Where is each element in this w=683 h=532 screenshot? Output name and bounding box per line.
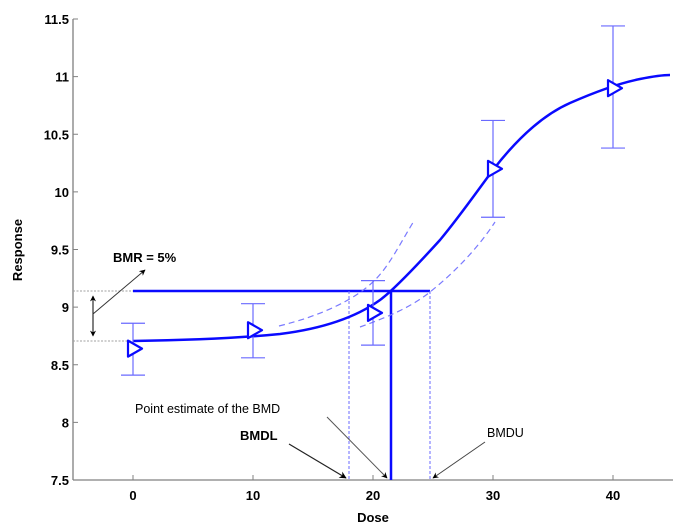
x-tick-label: 20 [366, 488, 380, 503]
y-tick-label: 10 [55, 185, 69, 200]
y-tick-label: 11 [55, 70, 69, 85]
data-point [361, 280, 385, 346]
data-points [121, 25, 625, 376]
y-tick-label: 10.5 [44, 127, 69, 142]
bmdl-arrow [288, 443, 347, 479]
x-tick-label: 10 [246, 488, 260, 503]
fitted-curve [132, 73, 671, 343]
y-tick-label: 11.5 [44, 12, 69, 27]
axes: 7.5 8 8.5 9 9.5 10 10.5 11 11.5 0 10 20 30 40 [44, 12, 673, 503]
triangle-marker-icon [126, 339, 144, 358]
bmd-point-estimate-label: Point estimate of the BMD [135, 402, 280, 416]
y-tick-label: 8 [62, 415, 69, 430]
bmr-label-arrow [92, 269, 146, 315]
bmd-arrow [326, 416, 388, 479]
bmdu-label: BMDU [487, 426, 524, 440]
triangle-marker-icon [606, 79, 624, 98]
data-point [121, 322, 145, 376]
bmdl-label: BMDL [240, 428, 278, 443]
triangle-marker-icon [486, 159, 504, 178]
triangle-marker-icon [246, 321, 264, 340]
y-tick-label: 7.5 [51, 473, 69, 488]
data-point [241, 303, 265, 359]
y-tick-label: 9 [62, 300, 69, 315]
data-point [481, 119, 505, 218]
y-tick-label: 9.5 [51, 243, 69, 258]
bmr-guides [73, 290, 133, 342]
bmr-label: BMR = 5% [113, 250, 177, 265]
y-ticks: 7.5 8 8.5 9 9.5 10 10.5 11 11.5 [44, 12, 78, 488]
x-tick-label: 30 [486, 488, 500, 503]
y-axis-label: Response [10, 219, 25, 281]
y-tick-label: 8.5 [51, 358, 69, 373]
bmdu-arrow [432, 441, 486, 479]
x-tick-label: 0 [129, 488, 136, 503]
data-point [601, 25, 625, 149]
x-tick-label: 40 [606, 488, 620, 503]
x-ticks: 0 10 20 30 40 [129, 475, 620, 503]
x-axis-label: Dose [357, 510, 389, 525]
lower-bound-curve [359, 221, 496, 328]
upper-bound-curve [278, 220, 415, 327]
triangle-marker-icon [366, 303, 384, 322]
